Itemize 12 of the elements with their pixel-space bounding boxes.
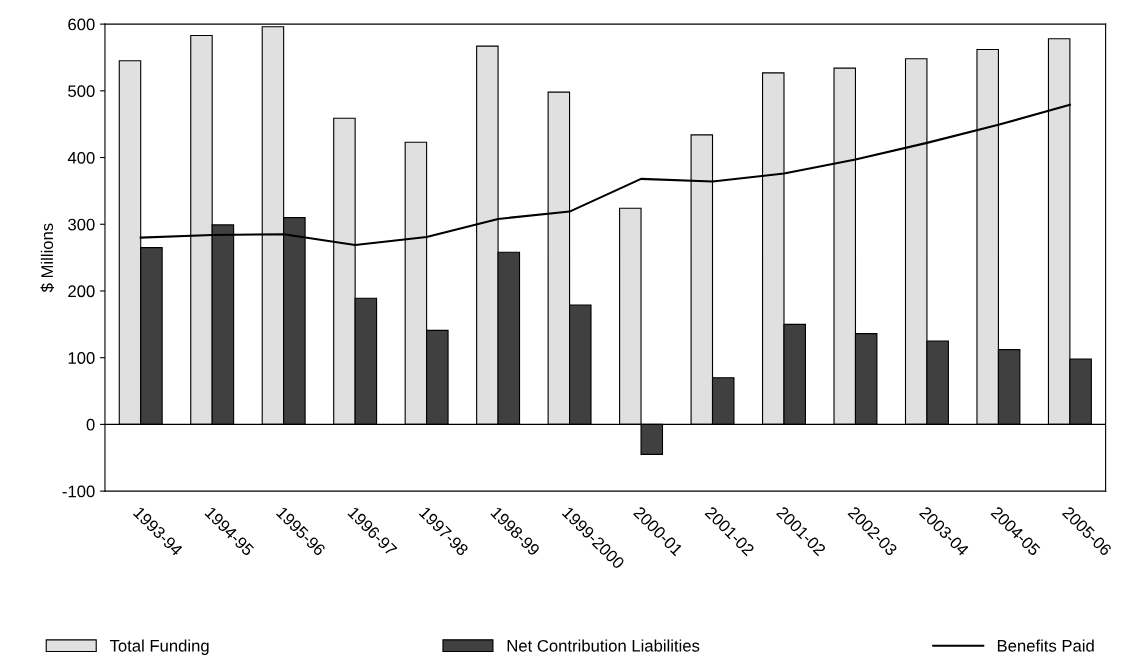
legend-label: Benefits Paid [997,639,1094,652]
y-tick-label: 600 [68,18,95,31]
y-tick-label: 300 [68,218,95,231]
y-tick-label: 500 [68,85,95,98]
y-axis-title: $ Millions [40,223,55,293]
y-tick-label: 100 [68,352,95,364]
legend-label: Total Funding [109,639,209,655]
legend-label: Net Contribution Liabilities [507,639,700,652]
y-tick-label: 400 [67,151,95,164]
y-tick-label: 200 [68,285,95,298]
y-tick-label: -100 [62,485,95,498]
y-tick-label: 0 [86,418,95,431]
